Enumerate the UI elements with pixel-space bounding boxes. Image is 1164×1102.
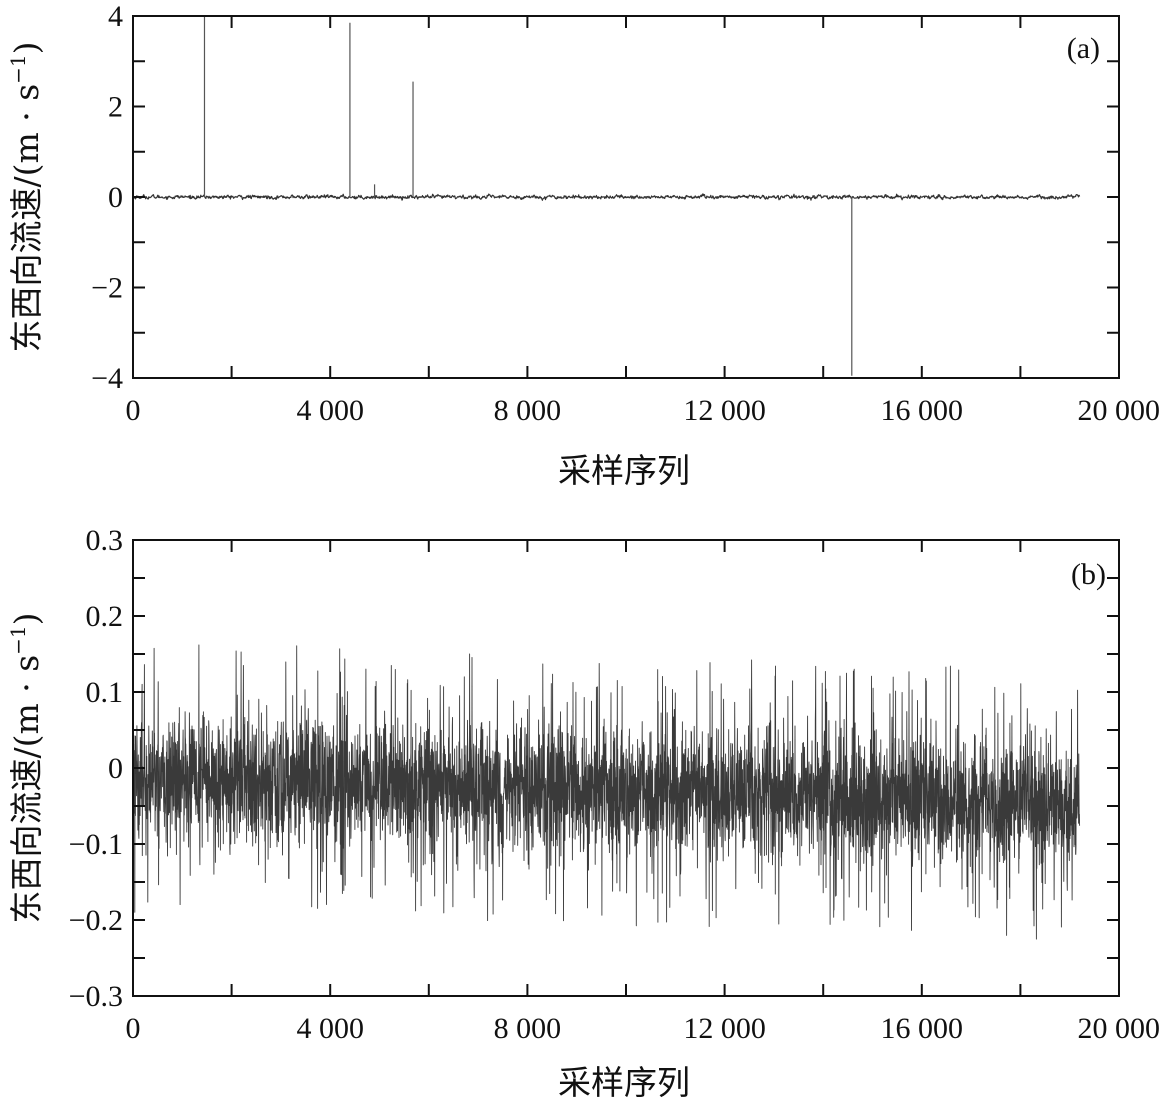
y-tick-label: −2 [91, 272, 123, 305]
y-axis-title-b-main: 东西向流速/(m · s [7, 655, 46, 924]
ticks-layer-a: 0 4 000 8 000 12 000 16 000 20 000 4 2 0 −2 −4 [91, 0, 1160, 427]
y-tick-label: 0.3 [86, 524, 124, 557]
y-tick-label: 0 [108, 752, 123, 785]
series-layer-b [132, 644, 1081, 940]
panel-label-a: (a) [1067, 32, 1100, 65]
y-tick-label: 0 [108, 181, 123, 214]
x-tick-label: 0 [126, 394, 141, 427]
x-tick-label: 4 000 [296, 1012, 364, 1045]
y-axis-title-a-main: 东西向流速/(m · s [7, 84, 46, 353]
x-tick-label: 8 000 [494, 1012, 562, 1045]
series-layer-a [132, 16, 1081, 376]
x-tick-label: 0 [126, 1012, 141, 1045]
x-tick-label: 12 000 [683, 1012, 766, 1045]
y-tick-label: −0.2 [69, 904, 123, 937]
y-tick-label: −4 [91, 362, 123, 395]
y-tick-label: 2 [108, 91, 123, 124]
y-axis-title-a: 东西向流速/(m · s−1) [6, 41, 46, 352]
x-tick-label: 8 000 [494, 394, 562, 427]
y-tick-label: −0.3 [69, 980, 123, 1013]
y-axis-title-a-sup: −1 [6, 54, 30, 83]
x-tick-label: 16 000 [881, 394, 964, 427]
x-tick-label: 16 000 [881, 1012, 964, 1045]
x-axis-title-b: 采样序列 [558, 1063, 690, 1102]
x-axis-title-a: 采样序列 [558, 451, 690, 490]
panel-label-b: (b) [1071, 558, 1106, 591]
x-tick-label: 20 000 [1078, 1012, 1161, 1045]
y-axis-title-b: 东西向流速/(m · s−1) [6, 612, 46, 923]
x-tick-label: 12 000 [683, 394, 766, 427]
y-axis-title-a-close: ) [7, 41, 46, 54]
chart-panel-a: 0 4 000 8 000 12 000 16 000 20 000 4 2 0 −2 −4 (a)… [6, 0, 1160, 490]
y-tick-label: 0.2 [86, 600, 124, 633]
series-line-b [132, 644, 1081, 940]
y-tick-label: −0.1 [69, 828, 123, 861]
x-tick-label: 4 000 [296, 394, 364, 427]
y-tick-label: 4 [108, 0, 123, 33]
y-axis-title-b-sup: −1 [6, 625, 30, 654]
y-tick-label: 0.1 [86, 676, 124, 709]
series-line-a [132, 193, 1081, 201]
x-tick-label: 20 000 [1078, 394, 1161, 427]
y-axis-title-b-close: ) [7, 612, 46, 625]
